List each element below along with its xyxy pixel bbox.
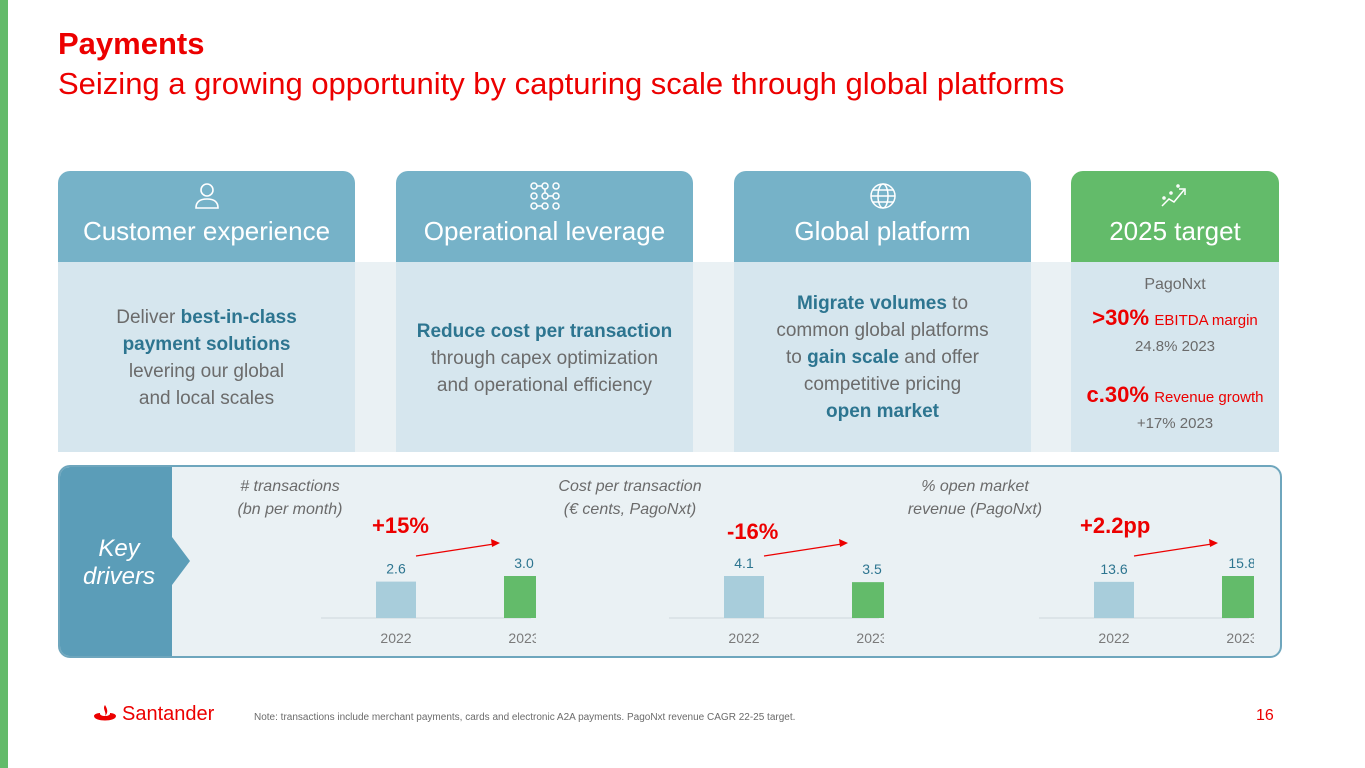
chart-title: % open market revenue (PagoNxt)	[907, 478, 1043, 518]
bar-value-label: 4.1	[734, 555, 754, 571]
highlight-text: open market	[826, 401, 939, 422]
description-line: common global platforms	[734, 317, 1031, 344]
brand-name: Santander	[122, 703, 215, 725]
trend-arrow-head	[839, 539, 848, 547]
trend-arrow-line	[1133, 543, 1213, 557]
key-drivers-label-line1: Key	[98, 535, 140, 562]
accent-side-bar	[0, 0, 8, 768]
bar-2022	[376, 581, 416, 618]
pillar-description: Migrate volumes to common global platform…	[734, 290, 1031, 425]
chart-change: +15%	[372, 513, 429, 538]
footnote: Note: transactions include merchant paym…	[254, 712, 796, 723]
plain-text: and local scales	[138, 388, 275, 409]
target-2025: 2025 target PagoNxt >30% EBITDA margin 2…	[1071, 171, 1279, 452]
network-icon	[396, 181, 693, 216]
plain-text: and offer	[899, 347, 979, 368]
description-line: and local scales	[58, 385, 355, 412]
bar-2023	[504, 576, 536, 618]
chart-title: Cost per transaction (€ cents, PagoNxt)	[558, 478, 702, 518]
key-drivers-panel: Key drivers # transactions (bn per month…	[58, 465, 1282, 658]
bar-value-label: 3.0	[514, 555, 534, 571]
trend-arrow-head	[491, 539, 500, 547]
bar-value-label: 13.6	[1100, 561, 1127, 577]
bar-value-label: 15.8	[1228, 555, 1254, 571]
chart-change: +2.2pp	[1080, 513, 1151, 538]
target-actual: +17% 2023	[1136, 415, 1214, 432]
santander-logo: Santander	[92, 703, 214, 726]
description-line: Deliver best-in-class	[58, 304, 355, 331]
description-line: Migrate volumes to	[734, 290, 1031, 317]
plain-text: levering our global	[128, 361, 285, 382]
pillar-label: Operational leverage	[423, 216, 666, 246]
chart-change: -16%	[727, 519, 779, 544]
plain-text: common global platforms	[776, 320, 989, 341]
pillar-global-platform: Global platform Migrate volumes to common…	[734, 171, 1031, 452]
pillar-operational-leverage: Operational leverage Reduce cost per tra…	[396, 171, 693, 452]
target-entity: PagoNxt	[1144, 276, 1206, 293]
plain-text: competitive pricing	[803, 374, 962, 395]
chart-title: # transactions (bn per month)	[237, 478, 343, 518]
plain-text: and operational efficiency	[436, 375, 653, 396]
bar-2023	[852, 582, 884, 618]
globe-icon	[734, 181, 1031, 216]
description-line: payment solutions	[58, 331, 355, 358]
target-label: 2025 target	[1109, 216, 1241, 246]
trend-arrow-head	[1209, 539, 1218, 547]
plain-text: to	[786, 347, 808, 368]
description-line: through capex optimization	[396, 345, 693, 372]
page-subtitle: Seizing a growing opportunity by capturi…	[58, 66, 1065, 101]
pillar-label: Customer experience	[82, 216, 331, 246]
pillar-description: Deliver best-in-class payment solutions le…	[58, 304, 355, 412]
category-label: 2022	[1098, 630, 1129, 646]
pillar-description: Reduce cost per transaction through capex…	[396, 318, 693, 399]
target-item-ebitda: >30% EBITDA margin	[1071, 304, 1279, 334]
target-metric: Revenue growth	[1154, 389, 1264, 406]
highlight-text: best-in-class	[180, 307, 297, 328]
bar-2022	[1094, 581, 1134, 618]
open-market-revenue-chart: 13.6 2022 15.8 2023	[1039, 539, 1254, 646]
category-label: 2023	[1226, 630, 1254, 646]
description-line: open market	[734, 398, 1031, 425]
category-label: 2022	[380, 630, 411, 646]
bar-value-label: 2.6	[386, 561, 406, 577]
page-number: 16	[1256, 707, 1274, 724]
description-line: and operational efficiency	[396, 372, 693, 399]
target-actual: 24.8% 2023	[1134, 338, 1216, 355]
person-icon	[58, 181, 355, 216]
pillar-customer-experience: Customer experience Deliver best-in-clas…	[58, 171, 355, 452]
description-line: to gain scale and offer	[734, 344, 1031, 371]
highlight-text: gain scale	[807, 347, 900, 368]
description-line: levering our global	[58, 358, 355, 385]
pillar-label: Global platform	[794, 216, 971, 246]
bar-2023	[1222, 576, 1254, 618]
page-title: Payments	[58, 26, 205, 61]
plain-text: through capex optimization	[430, 348, 659, 369]
trend-arrow-line	[415, 543, 495, 557]
category-label: 2023	[856, 630, 884, 646]
category-label: 2022	[728, 630, 759, 646]
cost-per-transaction-chart: 4.1 2022 3.5 2023	[669, 539, 884, 646]
bar-2022	[724, 576, 764, 618]
category-label: 2023	[508, 630, 536, 646]
bar-value-label: 3.5	[862, 561, 882, 577]
highlight-text: Reduce cost per transaction	[416, 321, 673, 342]
highlight-text: Migrate volumes	[796, 293, 947, 314]
trend-arrow-line	[763, 543, 843, 557]
flame-icon	[94, 704, 116, 720]
target-item-revenue: c.30% Revenue growth	[1071, 381, 1279, 411]
target-metric: EBITDA margin	[1154, 312, 1258, 329]
key-drivers-label-line2: drivers	[82, 563, 155, 590]
highlight-text: payment solutions	[122, 334, 291, 355]
transactions-chart: 2.6 2022 3.0 2023	[321, 539, 536, 646]
plain-text: to	[946, 293, 969, 314]
plain-text: Deliver	[116, 307, 181, 328]
target-value: >30%	[1092, 305, 1150, 330]
growth-chart-icon	[1071, 181, 1279, 216]
description-line: competitive pricing	[734, 371, 1031, 398]
key-drivers-tab	[60, 467, 190, 656]
target-value: c.30%	[1086, 382, 1149, 407]
description-line: Reduce cost per transaction	[396, 318, 693, 345]
